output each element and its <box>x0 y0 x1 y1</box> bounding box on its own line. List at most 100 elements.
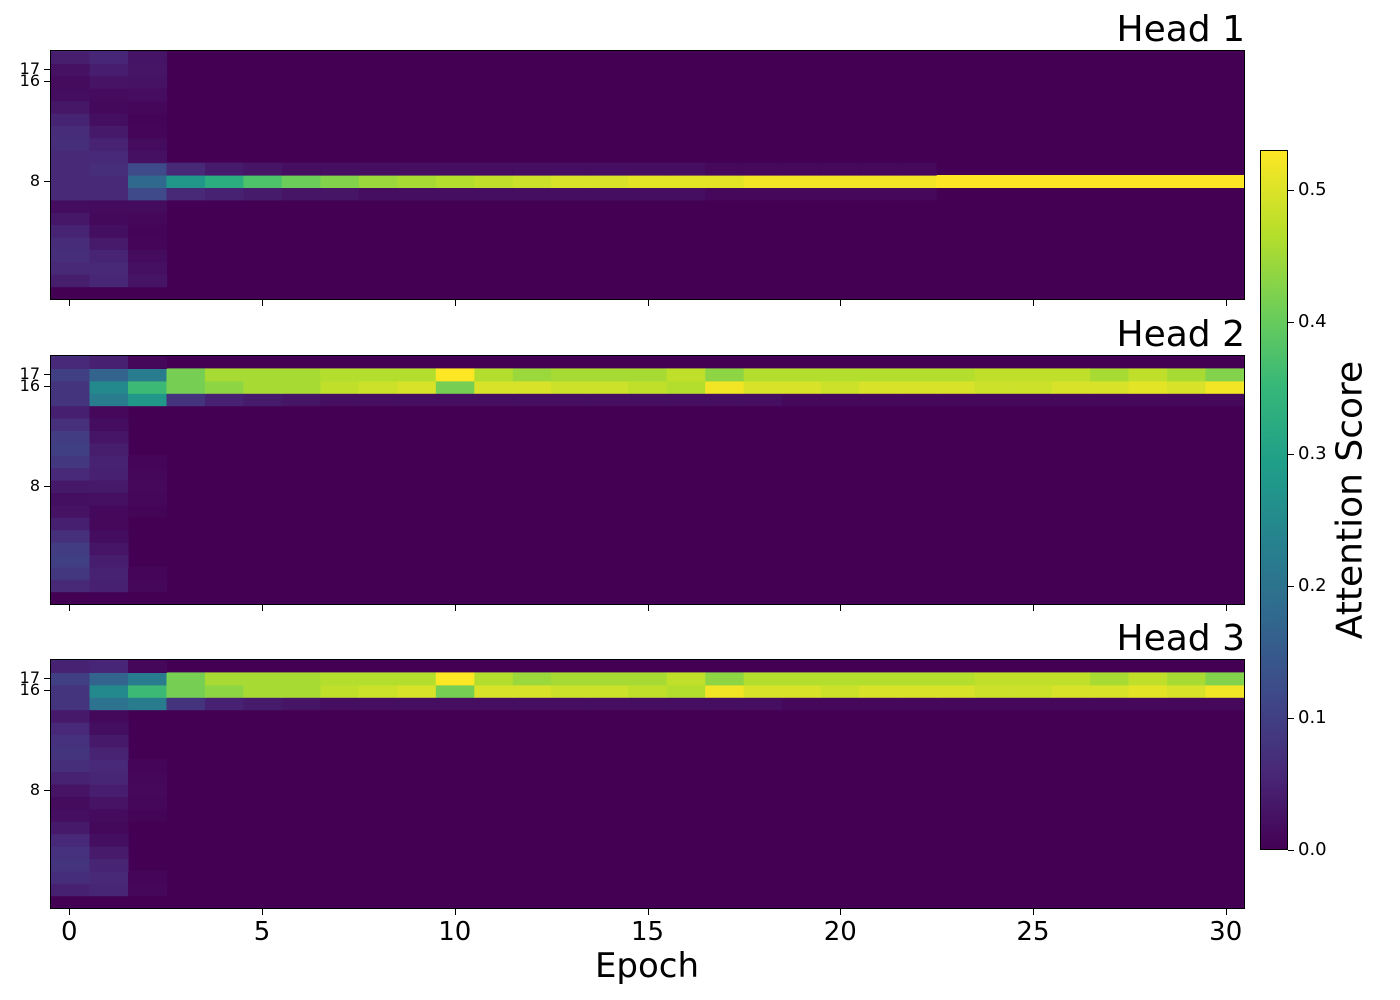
heatmap-cell <box>974 697 1014 711</box>
heatmap-cell <box>51 212 91 226</box>
y-tick-mark <box>44 68 50 70</box>
heatmap-cell <box>127 368 168 382</box>
heatmap-cell <box>1013 684 1053 698</box>
heatmap-cell <box>89 88 129 102</box>
heatmap-cell <box>1167 175 1207 188</box>
heatmap-cell <box>51 684 91 698</box>
colorbar-tick-label: 0.3 <box>1298 442 1327 464</box>
heatmap-cell <box>51 480 91 493</box>
heatmap-panel-head-1 <box>50 50 1245 300</box>
heatmap-cell <box>89 249 129 263</box>
heatmap-cell <box>89 858 129 872</box>
heatmap-cell <box>1167 684 1207 698</box>
heatmap-cell <box>89 380 129 394</box>
colorbar-tick-mark <box>1288 453 1294 455</box>
heatmap-cell <box>743 380 783 394</box>
heatmap-cell <box>974 175 1014 188</box>
heatmap-cell <box>551 187 591 201</box>
heatmap-cell <box>435 697 475 711</box>
heatmap-cell <box>782 684 822 698</box>
heatmap-cell <box>743 368 783 382</box>
heatmap-cell <box>512 684 552 698</box>
heatmap-cell <box>1051 175 1091 188</box>
heatmap-cell <box>1051 393 1091 407</box>
heatmap-cell <box>1051 672 1091 686</box>
heatmap-cell <box>89 137 129 151</box>
heatmap-cell <box>51 746 91 760</box>
heatmap-cell <box>589 684 629 698</box>
heatmap-cell <box>51 517 91 531</box>
x-tick-label: 0 <box>60 917 78 947</box>
heatmap-cell <box>705 697 745 711</box>
heatmap-cell <box>358 175 398 188</box>
x-tick-mark <box>840 605 842 611</box>
y-tick-label: 17 <box>19 667 40 687</box>
heatmap-cell <box>89 212 129 226</box>
colorbar-tick-mark <box>1288 850 1294 851</box>
heatmap-cell <box>89 356 129 357</box>
heatmap-cell <box>397 684 437 698</box>
heatmap-cell <box>89 734 129 748</box>
heatmap-cell <box>243 684 283 698</box>
colorbar-tick-label: 0.0 <box>1298 839 1327 860</box>
heatmap-cell <box>435 162 475 176</box>
heatmap-cell <box>89 684 129 698</box>
heatmap-cell <box>89 821 129 835</box>
heatmap-cell <box>51 722 91 735</box>
heatmap-cell <box>166 393 206 407</box>
heatmap-cell <box>628 672 668 686</box>
heatmap-head-1 <box>51 51 1244 288</box>
heatmap-cell <box>1013 380 1053 394</box>
heatmap-cell <box>51 697 91 711</box>
heatmap-cell <box>51 237 91 250</box>
heatmap-cell <box>859 684 899 698</box>
heatmap-cell <box>243 380 283 394</box>
heatmap-cell <box>358 684 398 698</box>
heatmap-cell <box>89 199 129 213</box>
y-tick-label: 17 <box>19 363 40 383</box>
heatmap-cell <box>551 380 591 394</box>
heatmap-cell <box>51 529 91 543</box>
heatmap-cell <box>397 393 437 407</box>
heatmap-cell <box>166 368 206 382</box>
heatmap-cell <box>397 672 437 686</box>
heatmap-cell <box>1167 380 1207 394</box>
x-tick-mark <box>647 300 649 306</box>
heatmap-cell <box>89 393 129 407</box>
heatmap-cell <box>705 187 745 201</box>
heatmap-cell <box>1205 175 1244 188</box>
y-tick-mark <box>44 373 50 375</box>
heatmap-cell <box>397 368 437 382</box>
heatmap-cell <box>628 368 668 382</box>
heatmap-cell <box>859 672 899 686</box>
x-tick-mark <box>454 909 456 915</box>
heatmap-cell <box>1090 672 1130 686</box>
heatmap-cell <box>782 175 822 188</box>
heatmap-cell <box>51 883 91 897</box>
x-tick-label: 20 <box>823 917 857 947</box>
heatmap-cell <box>51 734 91 748</box>
heatmap-cell <box>243 697 283 711</box>
heatmap-cell <box>936 368 976 382</box>
heatmap-cell <box>89 480 129 493</box>
heatmap-cell <box>127 356 168 369</box>
heatmap-cell <box>435 368 475 382</box>
heatmap-cell <box>51 808 91 822</box>
heatmap-cell <box>820 672 860 686</box>
heatmap-cell <box>397 162 437 176</box>
heatmap-cell <box>782 368 822 382</box>
heatmap-cell <box>281 393 321 407</box>
heatmap-cell <box>397 175 437 188</box>
heatmap-cell <box>666 380 706 394</box>
heatmap-cell <box>589 672 629 686</box>
heatmap-cell <box>936 684 976 698</box>
heatmap-cell <box>51 455 91 469</box>
heatmap-cell <box>51 833 91 847</box>
heatmap-cell <box>89 75 129 89</box>
heatmap-cell <box>51 187 91 201</box>
heatmap-cell <box>127 504 168 518</box>
heatmap-cell <box>89 63 129 77</box>
heatmap-cell <box>1205 380 1244 394</box>
heatmap-cell <box>127 660 168 661</box>
heatmap-cell <box>89 125 129 139</box>
